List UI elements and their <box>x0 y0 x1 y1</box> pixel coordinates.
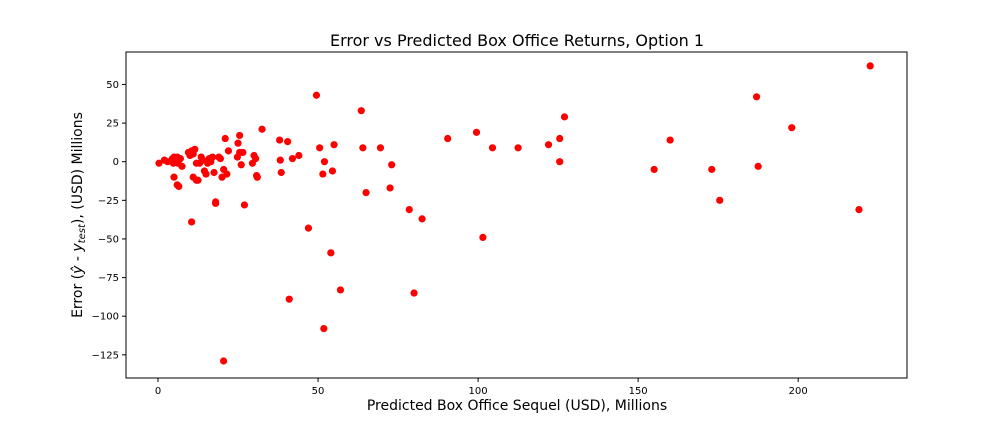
data-point <box>788 124 796 132</box>
y-tick-label: 50 <box>106 80 119 91</box>
data-point <box>223 170 231 178</box>
data-point <box>362 188 370 197</box>
data-point <box>479 233 487 242</box>
data-point <box>754 162 762 170</box>
data-point <box>210 168 218 177</box>
data-point <box>234 139 242 147</box>
data-point <box>220 357 228 365</box>
data-point <box>304 224 313 232</box>
y-tick-label: −125 <box>92 350 119 361</box>
data-point <box>253 173 261 181</box>
chart-title: Error vs Predicted Box Office Returns, O… <box>330 31 704 50</box>
data-point <box>237 161 245 169</box>
data-point <box>544 141 553 149</box>
y-tick-label: −25 <box>98 196 119 207</box>
data-point <box>708 165 716 174</box>
data-point <box>666 136 674 144</box>
data-point <box>320 324 328 333</box>
x-tick-label: 0 <box>155 386 161 397</box>
data-point <box>239 148 247 157</box>
data-point <box>855 205 863 214</box>
data-point <box>178 162 186 170</box>
data-point <box>212 199 220 208</box>
data-point <box>175 182 183 191</box>
data-point <box>388 161 396 169</box>
data-point <box>320 158 329 166</box>
data-point <box>252 155 260 163</box>
x-axis-ticks: 0 50 100 150 200 <box>155 378 808 397</box>
data-point <box>288 155 297 163</box>
data-point <box>170 173 178 181</box>
data-point <box>285 295 293 303</box>
x-tick-label: 100 <box>469 386 488 397</box>
data-point <box>650 165 658 174</box>
data-point <box>194 176 202 184</box>
data-point <box>488 144 497 152</box>
y-tick-label: 0 <box>113 157 119 168</box>
data-point <box>189 150 197 158</box>
x-tick-label: 150 <box>629 386 648 397</box>
y-tick-label: 25 <box>106 119 119 130</box>
data-point <box>208 153 217 161</box>
data-point <box>752 93 761 101</box>
data-point <box>319 170 327 178</box>
y-axis-ticks: −125 −100 −75 −50 −25 0 25 50 <box>92 80 126 361</box>
data-point <box>277 168 285 177</box>
data-point <box>240 201 249 209</box>
data-point <box>716 196 724 204</box>
y-tick-label: −50 <box>98 234 119 245</box>
data-point <box>328 167 337 175</box>
data-point <box>284 138 292 146</box>
data-point <box>276 156 284 164</box>
data-point <box>405 205 413 214</box>
data-point <box>330 141 338 149</box>
data-point <box>386 184 394 192</box>
data-point <box>514 144 522 152</box>
data-point <box>866 62 874 70</box>
data-point <box>224 147 233 155</box>
data-point <box>418 215 426 223</box>
data-point <box>276 136 284 144</box>
data-point <box>336 286 345 294</box>
data-point <box>176 155 185 163</box>
data-point <box>556 134 564 143</box>
data-points <box>155 62 874 365</box>
data-point <box>357 107 365 115</box>
data-point <box>216 155 225 163</box>
data-point <box>295 151 303 160</box>
data-point <box>188 218 196 226</box>
y-axis-label: Error (ŷ - ytest), (USD) Millions <box>70 112 88 318</box>
data-point <box>316 144 324 152</box>
data-point <box>359 144 367 152</box>
data-point <box>472 128 481 136</box>
data-point <box>155 159 163 167</box>
data-point <box>410 289 418 297</box>
data-point <box>376 144 385 152</box>
data-point <box>312 91 321 99</box>
data-point <box>327 249 335 257</box>
data-point <box>221 134 229 143</box>
x-axis-label: Predicted Box Office Sequel (USD), Milli… <box>367 398 667 414</box>
data-point <box>202 170 210 178</box>
x-tick-label: 200 <box>789 386 808 397</box>
data-point <box>556 158 564 166</box>
y-tick-label: −75 <box>98 273 119 284</box>
data-point <box>444 134 452 143</box>
plot-area-frame <box>125 51 908 379</box>
data-point <box>236 131 244 140</box>
y-tick-label: −100 <box>92 312 119 323</box>
data-point <box>560 113 569 121</box>
data-point <box>258 125 266 133</box>
x-tick-label: 50 <box>312 386 325 397</box>
